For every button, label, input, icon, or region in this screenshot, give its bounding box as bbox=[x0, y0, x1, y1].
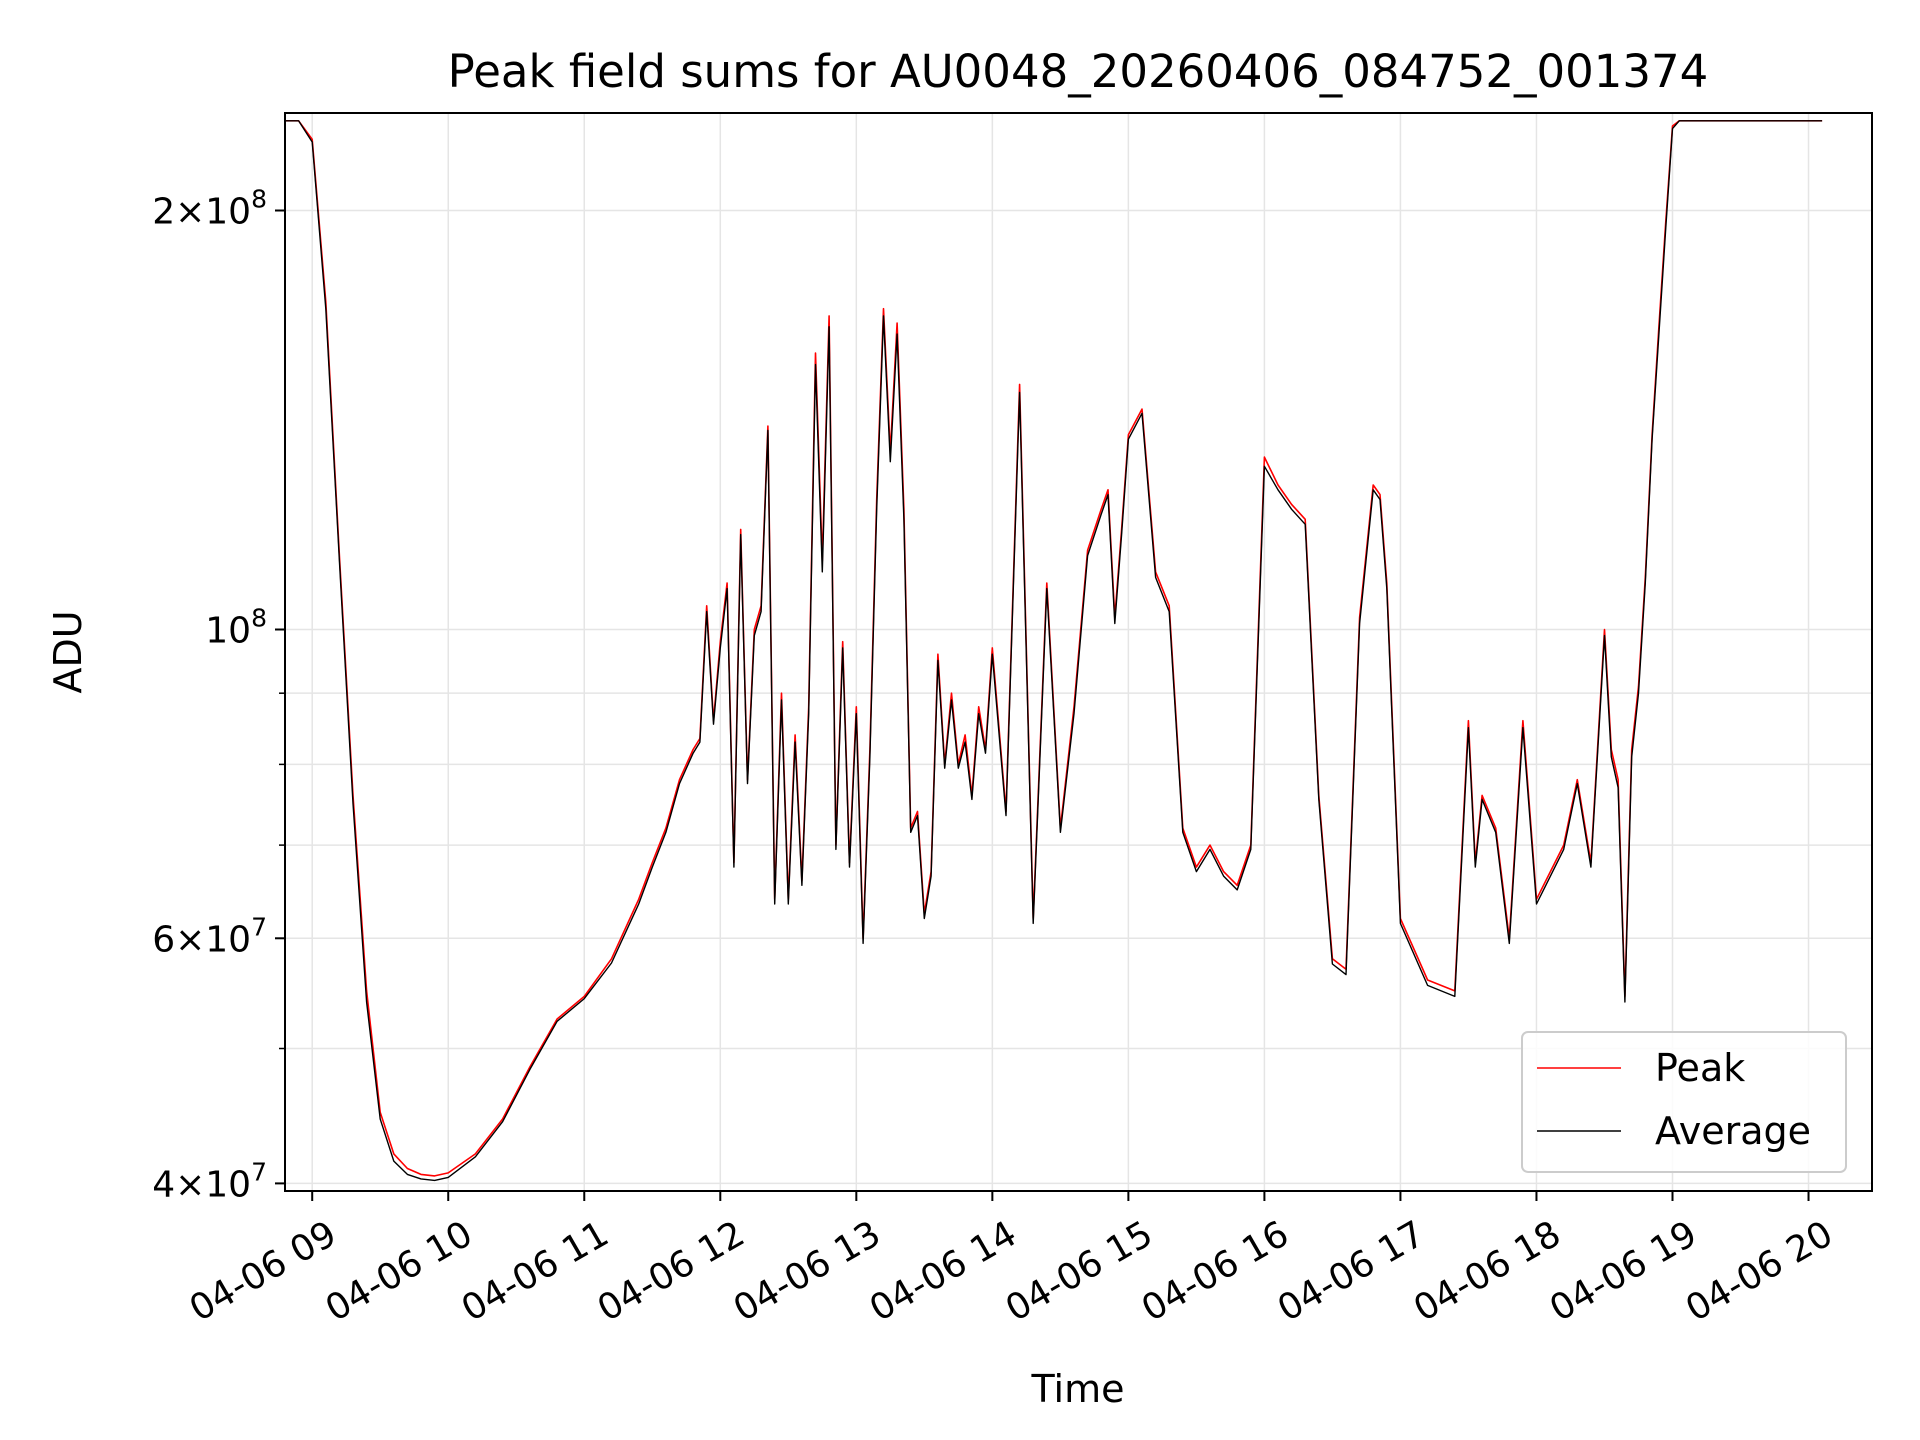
plot-frame bbox=[284, 112, 1873, 1192]
y-axis-label: ADU bbox=[46, 610, 90, 693]
legend-label-average: Average bbox=[1655, 1109, 1811, 1153]
y-tick-label: 4×107 bbox=[152, 1157, 267, 1205]
chart-title: Peak field sums for AU0048_20260406_0847… bbox=[448, 45, 1709, 98]
series-line-average bbox=[285, 120, 1823, 1182]
series-lines bbox=[285, 120, 1823, 1182]
y-tick-label: 6×107 bbox=[152, 912, 267, 960]
y-axis-ticks: 4×107 6×107 108 2×108 bbox=[152, 184, 285, 1205]
y-tick-label: 2×108 bbox=[152, 184, 267, 232]
legend-box bbox=[1521, 1031, 1847, 1173]
legend-label-peak: Peak bbox=[1655, 1046, 1745, 1090]
y-tick-label: 108 bbox=[205, 603, 267, 651]
x-axis-label: Time bbox=[1031, 1367, 1125, 1411]
legend: Peak Average bbox=[1521, 1031, 1847, 1173]
